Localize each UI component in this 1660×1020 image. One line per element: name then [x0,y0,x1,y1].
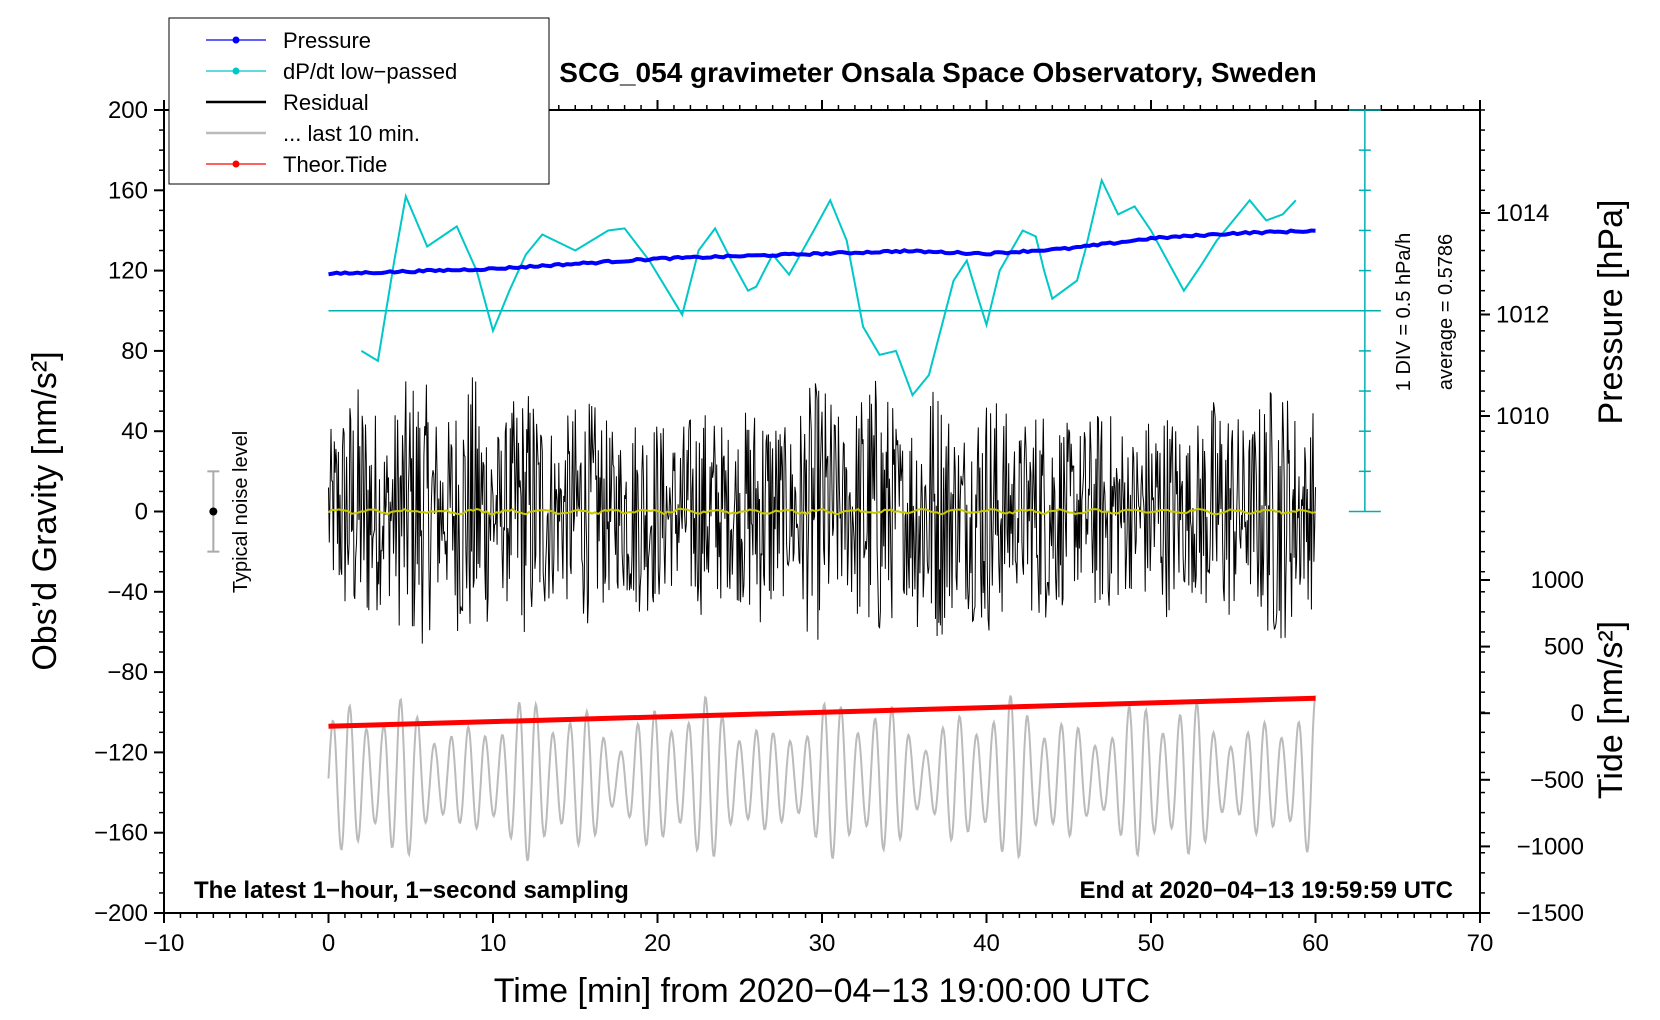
x-tick-label: 10 [480,930,507,957]
chart-title: SCG_054 gravimeter Onsala Space Observat… [559,57,1316,88]
y-axis-label-pressure: Pressure [hPa] [1592,200,1630,425]
legend-label: Residual [283,90,369,115]
x-tick-label: 40 [973,930,1000,957]
y-tick-label: 0 [135,499,148,526]
annotation-noise-level: Typical noise level [230,431,252,593]
y-tick-label: −80 [107,659,148,686]
tide-tick-label: −500 [1530,767,1584,794]
annotation-end-time: End at 2020−04−13 19:59:59 UTC [1079,877,1453,904]
tide-tick-label: −1000 [1517,833,1584,860]
x-tick-label: 30 [809,930,836,957]
pressure-axis-ticks: 1014 1012 1010 [1480,200,1549,430]
legend-label: ... last 10 min. [283,121,420,146]
tide-tick-label: 1000 [1531,567,1584,594]
y-tick-label: 40 [121,418,148,445]
legend: Pressure dP/dt low−passed Residual ... last… [168,17,550,185]
tide-tick-label: −1500 [1517,900,1584,927]
noise-bar [207,470,220,553]
pressure-tick-label: 1012 [1496,302,1549,329]
tide-axis-ticks: 1000 500 0 −500 −1000 −1500 [1480,567,1584,927]
series-residual-mean [327,507,1316,516]
annotation-average: average = 0.5786 [1435,234,1457,390]
series-last-10-min [327,695,1317,862]
x-tick-label: −10 [144,930,185,957]
pressure-tick-label: 1014 [1496,200,1549,227]
series-dpdt [360,177,1297,398]
y-tick-label: 160 [108,177,148,204]
y-tick-label: −160 [94,820,148,847]
legend-label: dP/dt low−passed [283,59,457,84]
y-tick-label: −120 [94,739,148,766]
y-tick-label: 120 [108,258,148,285]
y-axis-label-tide: Tide [nm/s²] [1592,621,1630,799]
x-tick-label: 20 [644,930,671,957]
legend-label: Theor.Tide [283,152,387,177]
noise-bar-point [209,507,218,516]
annotation-sampling: The latest 1−hour, 1−second sampling [194,877,629,904]
x-tick-label: 70 [1467,930,1494,957]
legend-label: Pressure [283,28,371,53]
legend-marker [232,36,240,44]
y-tick-label: 80 [121,338,148,365]
annotation-div: 1 DIV = 0.5 hPa/h [1393,233,1415,391]
series-pressure [328,228,1316,277]
x-axis-ticks: −10 0 10 20 30 40 50 60 70 [144,100,1494,957]
x-tick-label: 60 [1302,930,1329,957]
series-theor-tide [328,695,1316,729]
y-tick-label: 200 [108,97,148,124]
y-tick-label: −40 [107,579,148,606]
tide-tick-label: 500 [1544,634,1584,661]
x-tick-label: 0 [322,930,335,957]
x-tick-label: 50 [1138,930,1165,957]
legend-marker [232,160,240,168]
y-axis-label-left: Obs’d Gravity [nm/s²] [26,351,64,670]
pressure-tick-label: 1010 [1496,403,1549,430]
legend-marker [232,67,240,75]
y-tick-label: −200 [94,900,148,927]
x-axis-label: Time [min] from 2020−04−13 19:00:00 UTC [494,972,1150,1010]
series-residual [328,377,1316,644]
y-axis-ticks: 200 160 120 80 40 0 −40 −80 −120 −160 −200 [94,97,1485,927]
tide-tick-label: 0 [1571,700,1584,727]
